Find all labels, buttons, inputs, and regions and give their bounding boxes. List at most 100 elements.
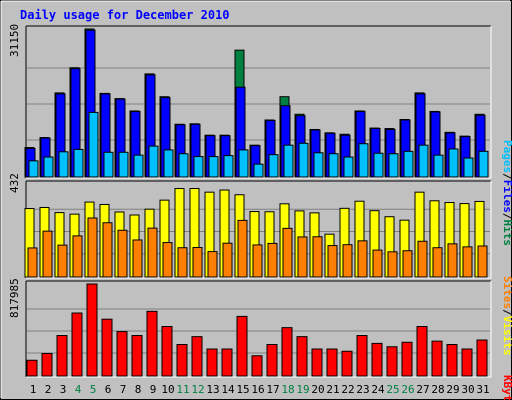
- bar-kbytes: [86, 283, 98, 377]
- bar-pages: [28, 160, 39, 178]
- x-tick-label: 17: [266, 383, 279, 396]
- x-tick-label: 5: [90, 383, 97, 396]
- bar-sites: [312, 236, 323, 278]
- x-tick-label: 2: [45, 383, 52, 396]
- x-tick-label: 28: [431, 383, 444, 396]
- bar-kbytes: [311, 348, 323, 377]
- x-tick-label: 13: [206, 383, 219, 396]
- x-tick-label: 23: [356, 383, 369, 396]
- bar-sites: [462, 246, 473, 278]
- x-tick-label: 16: [251, 383, 264, 396]
- bar-pages: [73, 148, 84, 178]
- bar-pages: [463, 157, 474, 178]
- bar-sites: [267, 242, 278, 278]
- bar-sites: [87, 217, 98, 278]
- bar-sites: [252, 244, 263, 278]
- bar-pages: [433, 154, 444, 178]
- bar-sites: [372, 249, 383, 278]
- bar-pages: [328, 153, 339, 178]
- bar-pages: [208, 156, 219, 178]
- bar-sites: [417, 240, 428, 278]
- legend-pages: Pages: [501, 140, 512, 173]
- x-tick-label: 8: [135, 383, 142, 396]
- bar-pages: [283, 144, 294, 178]
- bar-kbytes: [191, 336, 203, 377]
- x-tick-label: 9: [150, 383, 157, 396]
- bar-kbytes: [116, 331, 128, 377]
- bar-kbytes: [356, 335, 368, 377]
- y-max-label-visits: 432: [8, 173, 21, 193]
- bar-pages: [448, 148, 459, 178]
- legend-top: Pages/Files/Hits: [501, 140, 512, 246]
- bar-pages: [418, 144, 429, 178]
- bar-kbytes: [416, 326, 428, 377]
- bar-kbytes: [341, 350, 353, 377]
- bar-kbytes: [281, 327, 293, 377]
- bar-pages: [313, 152, 324, 178]
- x-tick-label: 14: [221, 383, 235, 396]
- x-tick-label: 29: [446, 383, 459, 396]
- bar-pages: [178, 153, 189, 178]
- legend-files: Files: [501, 180, 512, 213]
- x-tick-label: 31: [476, 383, 489, 396]
- bar-sites: [207, 251, 218, 278]
- x-tick-label: 27: [416, 383, 429, 396]
- bar-kbytes: [266, 344, 278, 377]
- bar-kbytes: [206, 348, 218, 377]
- x-tick-label: 1: [30, 383, 37, 396]
- bar-kbytes: [326, 348, 338, 377]
- bar-sites: [162, 242, 173, 278]
- bar-sites: [42, 230, 53, 278]
- bar-pages: [358, 143, 369, 178]
- bar-pages: [253, 163, 264, 178]
- legend-sep: /: [501, 309, 512, 316]
- bars: [24, 28, 489, 377]
- bar-kbytes: [446, 344, 458, 377]
- bar-kbytes: [251, 355, 263, 377]
- bar-sites: [192, 247, 203, 278]
- bar-kbytes: [461, 348, 473, 377]
- legend-sep: /: [501, 173, 512, 180]
- bar-kbytes: [41, 353, 53, 377]
- bar-sites: [477, 245, 488, 278]
- x-tick-label: 20: [311, 383, 324, 396]
- bar-kbytes: [71, 312, 83, 377]
- bar-pages: [403, 150, 414, 178]
- bar-pages: [388, 153, 399, 178]
- bar-pages: [373, 152, 384, 178]
- bar-pages: [223, 155, 234, 178]
- bar-pages: [58, 151, 69, 178]
- bar-sites: [237, 219, 248, 278]
- legend-hits: Hits: [501, 220, 512, 247]
- bar-sites: [222, 242, 233, 278]
- bar-sites: [72, 235, 83, 278]
- bar-pages: [103, 151, 114, 178]
- x-tick-label: 24: [371, 383, 385, 396]
- x-tick-label: 10: [161, 383, 174, 396]
- bar-kbytes: [131, 335, 143, 377]
- x-tick-label: 4: [75, 383, 82, 396]
- bar-sites: [327, 245, 338, 278]
- bar-kbytes: [236, 315, 248, 377]
- bar-kbytes: [56, 335, 68, 377]
- bar-kbytes: [146, 310, 158, 377]
- bar-pages: [163, 149, 174, 178]
- bar-pages: [88, 111, 99, 178]
- bar-kbytes: [371, 342, 383, 377]
- legend-visits: Visits: [501, 316, 512, 356]
- bar-kbytes: [221, 348, 233, 377]
- bar-pages: [268, 154, 279, 178]
- x-axis-labels: 1 2 3 4 5 6 7 8 9 10 11 12 13 14 15 16 17 18 19 20 21 22 23 24 2…: [30, 383, 490, 396]
- bar-sites: [282, 227, 293, 278]
- bar-kbytes: [161, 326, 173, 377]
- bar-sites: [297, 236, 308, 278]
- x-tick-label: 12: [191, 383, 204, 396]
- bar-kbytes: [431, 340, 443, 377]
- bar-pages: [43, 156, 54, 178]
- bar-pages: [343, 156, 354, 178]
- chart-title: Daily usage for December 2010: [20, 8, 230, 22]
- x-tick-label: 22: [341, 383, 354, 396]
- x-tick-label: 21: [326, 383, 339, 396]
- x-tick-label: 11: [176, 383, 189, 396]
